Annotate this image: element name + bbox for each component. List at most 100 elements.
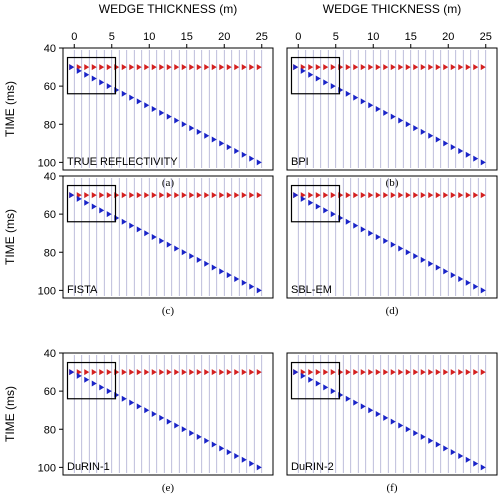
top-reflector-marker <box>458 64 464 71</box>
bottom-reflector-marker <box>241 279 247 286</box>
bottom-reflector-marker <box>84 376 90 383</box>
top-reflector-marker <box>189 64 195 71</box>
panel-label: BPI <box>291 156 309 168</box>
top-reflector-marker <box>219 369 225 376</box>
top-reflector-marker <box>99 64 105 71</box>
plot-frame <box>62 47 274 171</box>
top-reflector-marker <box>413 192 419 199</box>
top-reflector-marker <box>174 369 180 376</box>
bottom-reflector-marker <box>99 207 105 214</box>
panel-label: SBL-EM <box>291 284 332 296</box>
bottom-reflector-marker <box>420 128 426 135</box>
bottom-reflector-marker <box>480 464 486 471</box>
top-reflector-marker <box>398 192 404 199</box>
bottom-reflector-marker <box>211 136 217 143</box>
top-reflector-marker <box>84 64 90 71</box>
top-reflector-marker <box>136 192 142 199</box>
x-tick-label: 20 <box>442 31 454 43</box>
x-tick-label: 15 <box>405 31 417 43</box>
top-reflector-marker <box>129 64 135 71</box>
bottom-reflector-marker <box>249 155 255 162</box>
top-reflector-marker <box>226 369 232 376</box>
bottom-reflector-marker <box>390 113 396 120</box>
bottom-reflector-marker <box>121 90 127 97</box>
top-reflector-marker <box>360 369 366 376</box>
top-reflector-marker <box>241 369 247 376</box>
panel-caption: (c) <box>162 305 175 317</box>
top-reflector-marker <box>204 64 210 71</box>
bottom-reflector-marker <box>136 403 142 410</box>
top-reflector-marker <box>204 192 210 199</box>
bottom-reflector-marker <box>465 456 471 463</box>
bottom-reflector-marker <box>211 441 217 448</box>
bottom-reflector-marker <box>293 192 299 199</box>
top-reflector-marker <box>458 369 464 376</box>
top-reflector-marker <box>211 369 217 376</box>
top-reflector-marker <box>315 64 321 71</box>
bottom-reflector-marker <box>353 94 359 101</box>
bottom-reflector-marker <box>390 241 396 248</box>
top-reflector-marker <box>189 192 195 199</box>
top-reflector-marker <box>300 369 306 376</box>
bottom-reflector-marker <box>129 94 135 101</box>
bottom-reflector-marker <box>181 121 187 128</box>
top-reflector-marker <box>473 64 479 71</box>
bottom-reflector-marker <box>345 218 351 225</box>
bottom-reflector-marker <box>450 449 456 456</box>
top-reflector-marker <box>219 192 225 199</box>
bottom-reflector-marker <box>226 144 232 151</box>
bottom-reflector-marker <box>360 403 366 410</box>
top-reflector-marker <box>308 64 314 71</box>
top-reflector-marker <box>99 369 105 376</box>
bottom-reflector-marker <box>450 272 456 279</box>
top-reflector-marker <box>196 369 202 376</box>
bottom-reflector-marker <box>144 102 150 109</box>
top-reflector-marker <box>398 369 404 376</box>
bottom-reflector-marker <box>181 249 187 256</box>
top-reflector-marker <box>211 192 217 199</box>
bottom-reflector-marker <box>300 372 306 379</box>
top-reflector-marker <box>166 192 172 199</box>
panel-3: 40 60 80 100 FISTA (c) <box>38 171 274 317</box>
bottom-reflector-marker <box>91 203 97 210</box>
top-reflector-marker <box>345 192 351 199</box>
panel-caption: (a) <box>162 177 175 189</box>
bottom-reflector-marker <box>435 264 441 271</box>
top-reflector-marker <box>323 369 329 376</box>
bottom-reflector-marker <box>465 151 471 158</box>
panel-1: 0 5 10 15 20 25 40 60 80 100 TRUE REFLECTIVITY (a) <box>38 31 274 189</box>
top-reflector-marker <box>473 369 479 376</box>
bottom-reflector-marker <box>181 426 187 433</box>
y-tick-label: 100 <box>38 285 56 297</box>
x-tick-label: 10 <box>143 31 155 43</box>
top-reflector-marker <box>144 192 150 199</box>
top-reflector-marker <box>368 192 374 199</box>
bottom-reflector-marker <box>166 418 172 425</box>
y-tick-label: 40 <box>44 171 56 183</box>
top-reflector-marker <box>249 369 255 376</box>
top-reflector-marker <box>383 369 389 376</box>
bottom-reflector-marker <box>308 71 314 78</box>
top-reflector-marker <box>144 64 150 71</box>
top-reflector-marker <box>84 192 90 199</box>
x-tick-label: 20 <box>218 31 230 43</box>
bottom-reflector-marker <box>473 155 479 162</box>
bottom-reflector-marker <box>151 106 157 112</box>
bottom-reflector-marker <box>293 64 299 71</box>
bottom-reflector-marker <box>308 199 314 206</box>
top-reflector-marker <box>249 64 255 71</box>
bottom-reflector-marker <box>405 121 411 128</box>
top-reflector-marker <box>91 64 97 71</box>
bottom-reflector-marker <box>473 283 479 290</box>
x-tick-label: 0 <box>71 31 77 43</box>
top-reflector-marker <box>465 192 471 199</box>
top-reflector-marker <box>375 369 381 376</box>
bottom-reflector-marker <box>144 230 150 237</box>
top-reflector-marker <box>234 64 240 71</box>
bottom-reflector-marker <box>91 380 97 387</box>
top-reflector-marker <box>345 64 351 71</box>
top-reflector-marker <box>323 64 329 71</box>
top-reflector-marker <box>151 192 157 199</box>
top-reflector-marker <box>368 64 374 71</box>
